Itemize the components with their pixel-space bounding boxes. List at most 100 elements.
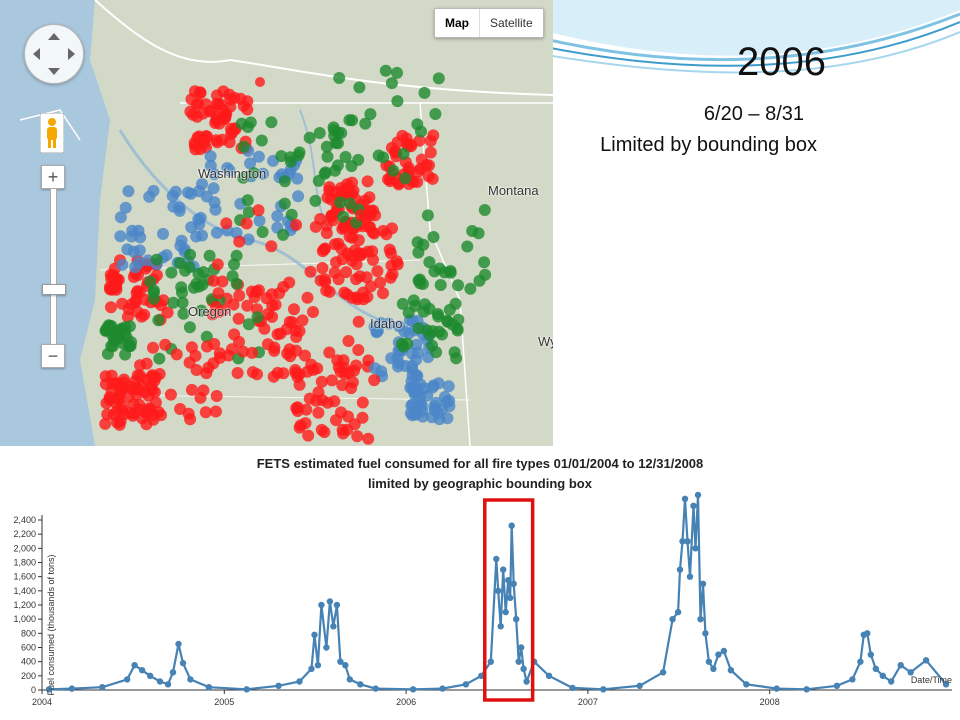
fire-point — [216, 133, 229, 146]
fire-point — [461, 240, 474, 253]
fire-point — [374, 276, 387, 289]
y-tick-label: 800 — [21, 628, 36, 638]
y-tick-label: 1,200 — [13, 600, 36, 610]
y-tick-label: 2,400 — [13, 515, 36, 525]
fire-point — [247, 167, 260, 180]
map-type-map-button[interactable]: Map — [435, 9, 480, 37]
fire-point — [175, 281, 188, 294]
fire-point — [346, 114, 359, 127]
fire-point — [336, 379, 349, 392]
fire-point — [204, 159, 217, 172]
fire-point — [244, 157, 257, 170]
map-label-wy: Wy — [538, 334, 553, 349]
fire-point — [183, 356, 196, 369]
fire-point — [196, 278, 209, 291]
fire-point — [209, 405, 222, 418]
zoom-slider-track[interactable] — [50, 188, 57, 348]
y-tick-label: 1,800 — [13, 558, 36, 568]
fire-point — [352, 315, 365, 328]
fire-point — [105, 301, 117, 314]
data-point — [497, 623, 504, 630]
fire-point — [427, 231, 440, 243]
fire-point — [329, 164, 341, 177]
data-point — [205, 684, 213, 691]
fire-point — [325, 209, 338, 222]
zoom-in-button[interactable]: + — [41, 165, 65, 189]
fire-point — [149, 371, 162, 384]
fire-point — [265, 116, 278, 129]
fire-point — [242, 233, 255, 246]
zoom-out-button[interactable]: − — [41, 344, 65, 368]
y-tick-label: 400 — [21, 657, 36, 667]
fire-point — [372, 149, 385, 162]
fire-point — [427, 129, 440, 142]
data-point — [600, 686, 607, 693]
map-label-montana: Montana — [488, 183, 539, 198]
data-point — [342, 662, 349, 669]
fire-point — [433, 325, 446, 338]
y-tick-label: 2,200 — [13, 529, 36, 539]
fire-point — [232, 312, 245, 325]
fire-point — [320, 227, 333, 240]
data-point — [515, 658, 522, 665]
fire-point — [114, 325, 126, 338]
fire-point — [242, 206, 255, 219]
fire-point — [384, 271, 397, 284]
pegman-icon[interactable] — [40, 113, 64, 153]
slide-year-title: 2006 — [737, 40, 826, 84]
fire-point — [441, 412, 454, 425]
data-point — [409, 686, 417, 693]
fire-point — [182, 407, 195, 420]
slide-decoration-swoosh — [540, 0, 960, 74]
fire-map[interactable]: Washington Montana Oregon Idaho Wy Map S… — [0, 0, 553, 446]
fire-point — [280, 323, 293, 336]
fire-point — [432, 72, 445, 85]
fire-point — [313, 127, 326, 139]
map-label-idaho: Idaho — [370, 316, 403, 331]
fire-point — [413, 134, 426, 147]
data-point — [705, 658, 713, 665]
fire-point — [290, 218, 303, 231]
fire-point — [253, 214, 266, 227]
fire-point — [411, 118, 424, 131]
data-point — [849, 676, 856, 683]
zoom-slider-thumb[interactable] — [42, 284, 66, 295]
map-type-satellite-button[interactable]: Satellite — [490, 16, 533, 30]
chart-subtitle: limited by geographic bounding box — [368, 476, 592, 491]
data-point — [314, 662, 322, 669]
data-point — [659, 669, 667, 676]
pan-control[interactable] — [24, 24, 84, 84]
fire-point — [364, 108, 377, 121]
fire-point — [443, 303, 456, 316]
fire-point — [228, 328, 241, 341]
fire-point — [265, 288, 278, 301]
map-canvas[interactable] — [0, 0, 553, 446]
fire-point — [277, 367, 290, 380]
data-point — [308, 665, 315, 672]
fire-point — [196, 229, 208, 242]
fire-point — [210, 300, 223, 313]
data-point — [175, 640, 182, 648]
fire-point — [442, 380, 455, 393]
data-point — [164, 681, 172, 688]
fire-point — [131, 305, 144, 318]
fire-point — [387, 164, 400, 177]
fire-point — [339, 151, 352, 163]
fire-point — [351, 430, 364, 443]
fire-point — [323, 285, 336, 298]
fire-point — [241, 121, 254, 133]
fire-point — [411, 385, 424, 398]
fire-point — [142, 254, 154, 267]
fire-point — [350, 258, 363, 271]
fire-point — [100, 322, 113, 335]
data-point — [569, 684, 576, 692]
fire-point — [194, 211, 207, 224]
fire-point — [183, 321, 196, 334]
fire-point — [393, 320, 406, 333]
fire-point — [271, 328, 284, 341]
fire-point — [112, 393, 125, 406]
fire-point — [361, 175, 374, 188]
fire-point — [342, 335, 355, 347]
data-point — [487, 658, 494, 665]
data-point — [833, 682, 841, 689]
